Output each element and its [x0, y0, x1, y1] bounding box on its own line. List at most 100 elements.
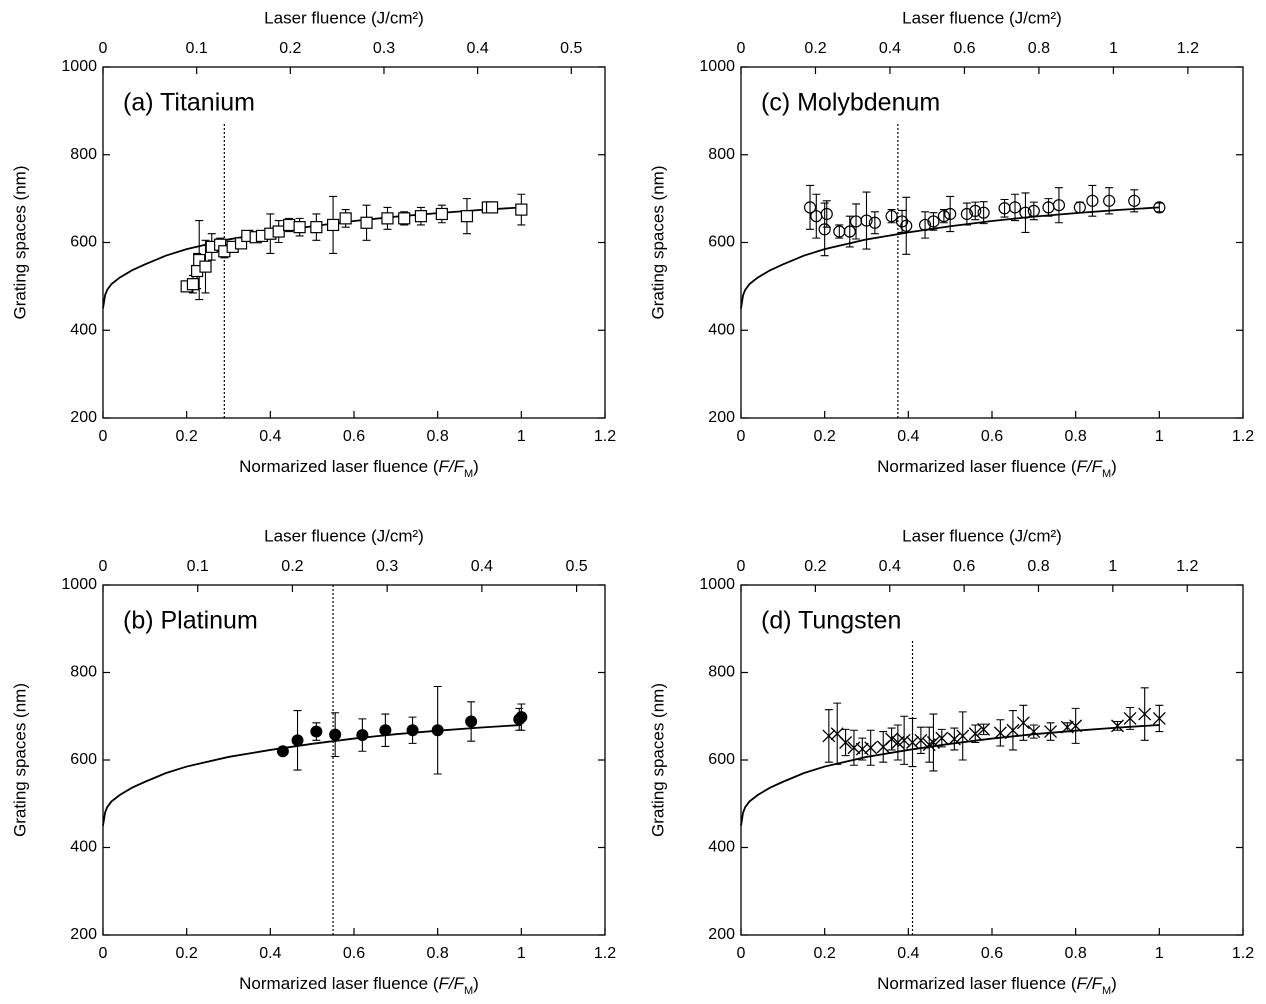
y-tick-label: 400	[708, 321, 735, 338]
error-bar	[822, 200, 831, 228]
x2-tick-label: 0	[737, 558, 746, 575]
marker	[803, 201, 817, 214]
x-axis-label-var: F/F	[1077, 974, 1104, 993]
x-tick-label: 0.6	[981, 428, 1003, 445]
marker	[868, 216, 881, 229]
x-axis-label-var: F/F	[439, 457, 466, 476]
x-axis-label: Normarized laser fluence (F/FM)	[239, 457, 479, 479]
x2-tick-label: 0.2	[281, 558, 303, 575]
marker	[293, 221, 306, 234]
y-tick-label: 200	[708, 409, 735, 426]
x-tick-label: 0.2	[814, 945, 836, 962]
marker	[283, 218, 296, 232]
x-tick-label: 0.4	[897, 945, 919, 962]
x2-tick-label: 0.2	[804, 40, 826, 57]
marker	[977, 206, 990, 219]
marker	[381, 212, 394, 225]
x2-tick-label: 0	[99, 558, 108, 575]
x-tick-label: 1.2	[1232, 945, 1254, 962]
marker	[977, 722, 991, 736]
marker	[1019, 206, 1032, 219]
x-tick-label: 0.6	[981, 945, 1003, 962]
marker	[968, 727, 982, 741]
marker	[935, 731, 949, 745]
marker	[944, 207, 957, 221]
x-axis-label: Normarized laser fluence (F/FM)	[877, 457, 1117, 479]
x-axis-label-text: Normarized laser fluence (	[877, 457, 1077, 476]
marker	[186, 278, 200, 291]
y-tick-label: 600	[70, 751, 97, 768]
marker	[515, 711, 528, 724]
marker	[199, 260, 212, 273]
marker	[1027, 725, 1041, 739]
x-tick-label: 0.4	[897, 428, 919, 445]
y-tick-label: 1000	[699, 58, 735, 75]
y-axis-label: Grating spaces (nm)	[648, 166, 667, 320]
x-tick-label: 1	[517, 945, 526, 962]
marker	[310, 725, 323, 738]
marker	[406, 724, 419, 737]
x-axis-label-text: Normarized laser fluence (	[239, 974, 439, 993]
marker	[969, 204, 982, 218]
y-tick-label: 600	[70, 234, 97, 251]
error-bar	[1075, 201, 1084, 214]
error-bar	[1000, 198, 1009, 218]
x2-tick-label: 1	[1108, 558, 1117, 575]
error-bar	[870, 211, 879, 235]
marker	[1128, 194, 1141, 207]
panel: 0 0.2 0.4 0.6 0.8 1 1.2 0 0.1 0.2 0.3 0.4 0.5 200 400 6…	[10, 8, 616, 479]
x2-tick-label: 0.3	[376, 558, 398, 575]
y-tick-label: 800	[70, 146, 97, 163]
marker	[1086, 194, 1099, 207]
error-bar	[1021, 192, 1030, 233]
marker	[1103, 194, 1116, 207]
fit-curve	[102, 724, 522, 826]
x-tick-label: 0.6	[343, 945, 365, 962]
marker	[379, 724, 392, 737]
marker	[960, 207, 974, 221]
x-axis-label-text: Normarized laser fluence (	[239, 457, 439, 476]
marker	[291, 734, 304, 747]
x2-axis-label: Laser fluence (J/cm²)	[264, 8, 424, 27]
panel: 0 0.2 0.4 0.6 0.8 1 1.2 0 0.1 0.2 0.3 0.4 0.5 200 400 6…	[10, 526, 616, 996]
error-bar	[921, 211, 930, 239]
x-tick-label: 1	[517, 428, 526, 445]
x2-tick-label: 1.2	[1177, 40, 1199, 57]
x-axis-label-text: Normarized laser fluence (	[877, 974, 1077, 993]
y-tick-label: 600	[708, 234, 735, 251]
marker	[860, 214, 873, 227]
error-bar	[1011, 193, 1020, 222]
x-axis-label-sub: M	[1102, 985, 1111, 997]
x-tick-label: 1.2	[1232, 428, 1254, 445]
y-tick-label: 1000	[61, 58, 97, 75]
x-tick-label: 0	[99, 945, 108, 962]
x2-axis-label: Laser fluence (J/cm²)	[264, 526, 424, 545]
x2-tick-label: 0.1	[187, 558, 209, 575]
marker	[435, 207, 448, 221]
marker	[926, 736, 940, 749]
x-tick-label: 0.6	[343, 428, 365, 445]
x2-tick-label: 0.3	[373, 40, 395, 57]
marker	[310, 221, 323, 234]
marker	[1152, 711, 1166, 725]
x-tick-label: 0	[737, 945, 746, 962]
marker	[339, 212, 352, 225]
x-tick-label: 0.8	[1065, 428, 1087, 445]
marker	[234, 237, 248, 250]
panel: 0 0.2 0.4 0.6 0.8 1 1.2 0 0.2 0.4 0.6 0.8 1 1.2 200 400…	[648, 526, 1254, 996]
error-bar	[1044, 198, 1053, 217]
y-axis-label: Grating spaces (nm)	[10, 683, 29, 837]
marker	[360, 216, 373, 229]
error-bar	[979, 201, 988, 225]
marker	[1044, 725, 1058, 739]
x-tick-label: 0.2	[176, 945, 198, 962]
y-axis-label: Grating spaces (nm)	[10, 166, 29, 320]
error-bar	[1130, 189, 1139, 213]
marker	[855, 742, 869, 756]
error-bar	[862, 191, 871, 250]
x-axis-label-var: F/F	[439, 974, 466, 993]
x2-tick-label: 0.4	[467, 40, 489, 57]
marker	[398, 212, 411, 225]
marker	[937, 210, 950, 223]
x-axis-label-close: )	[473, 457, 479, 476]
